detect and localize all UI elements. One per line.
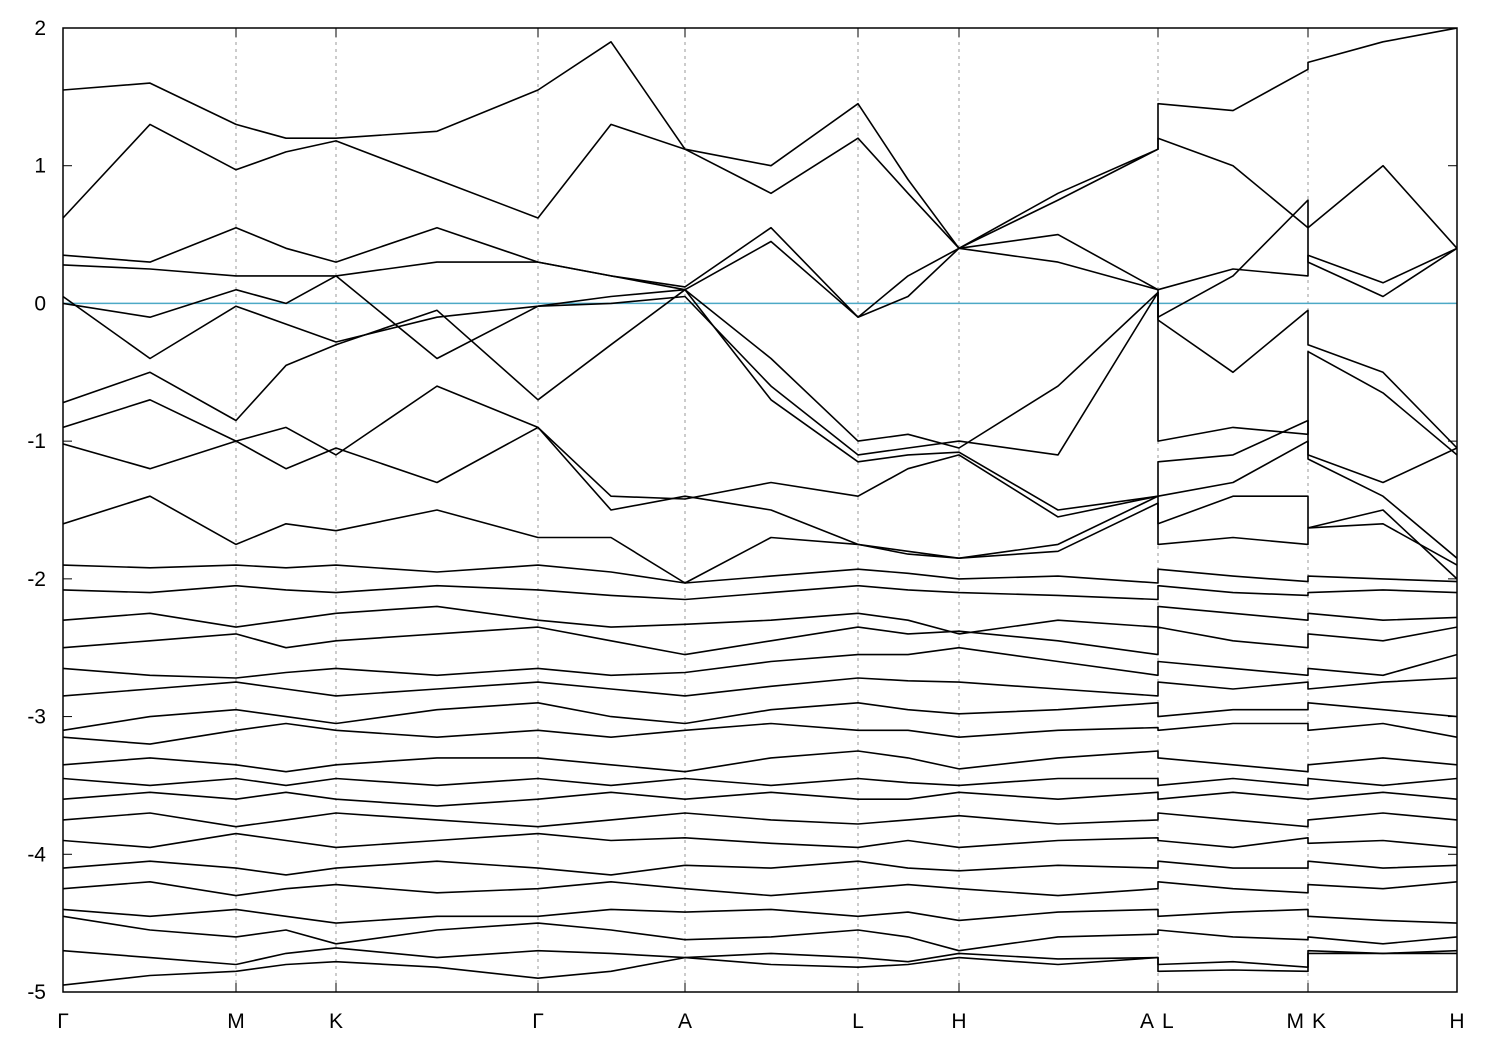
band-line bbox=[63, 832, 1457, 849]
band-line bbox=[63, 702, 1457, 732]
x-tick-label: Γ bbox=[532, 1010, 544, 1033]
y-tick-label: -1 bbox=[27, 430, 46, 453]
band-line bbox=[63, 860, 1457, 876]
x-tick-label: K bbox=[1312, 1010, 1326, 1033]
band-line bbox=[63, 750, 1457, 773]
band-line bbox=[63, 123, 1457, 250]
band-line bbox=[63, 385, 1457, 559]
bands bbox=[63, 28, 1457, 986]
y-tick-label: -5 bbox=[27, 981, 46, 1004]
band-line bbox=[63, 426, 1457, 580]
y-tick-label: 1 bbox=[34, 155, 46, 178]
band-line bbox=[63, 952, 1457, 986]
y-tick-label: -4 bbox=[27, 843, 46, 866]
y-tick-label: 2 bbox=[34, 17, 46, 40]
band-line bbox=[63, 677, 1457, 697]
x-tick-label: Γ bbox=[57, 1010, 69, 1033]
y-tick-label: 0 bbox=[34, 292, 46, 315]
band-line bbox=[63, 915, 1457, 952]
x-tick-label: H bbox=[1449, 1010, 1464, 1033]
band-line bbox=[63, 226, 1457, 318]
band-line bbox=[63, 646, 1457, 679]
band-line bbox=[63, 812, 1457, 828]
x-tick-label: K bbox=[329, 1010, 343, 1033]
band-line bbox=[63, 791, 1457, 807]
plot-frame bbox=[62, 27, 1458, 993]
y-tick-label: -3 bbox=[27, 706, 46, 729]
x-tick-label: A bbox=[1140, 1010, 1154, 1033]
grid bbox=[62, 27, 1458, 993]
band-line bbox=[63, 564, 1457, 584]
band-line bbox=[63, 947, 1457, 968]
y-tick-label: -2 bbox=[27, 568, 46, 591]
band-line bbox=[63, 28, 1457, 250]
band-line bbox=[63, 908, 1457, 924]
band-line bbox=[63, 881, 1457, 897]
band-line bbox=[63, 495, 1457, 584]
band-line bbox=[63, 584, 1457, 601]
x-tick-label: M bbox=[1287, 1010, 1305, 1033]
band-line bbox=[63, 626, 1457, 656]
band-line bbox=[63, 288, 1457, 511]
band-line bbox=[63, 605, 1457, 635]
x-tick-label: M bbox=[227, 1010, 245, 1033]
band-line bbox=[63, 199, 1457, 318]
x-tick-label: L bbox=[852, 1010, 864, 1033]
band-line bbox=[63, 288, 1457, 449]
band-line bbox=[63, 722, 1457, 745]
band-line bbox=[63, 777, 1457, 787]
x-tick-label: H bbox=[951, 1010, 966, 1033]
x-tick-label: L bbox=[1162, 1010, 1174, 1033]
x-tick-label: A bbox=[678, 1010, 692, 1033]
